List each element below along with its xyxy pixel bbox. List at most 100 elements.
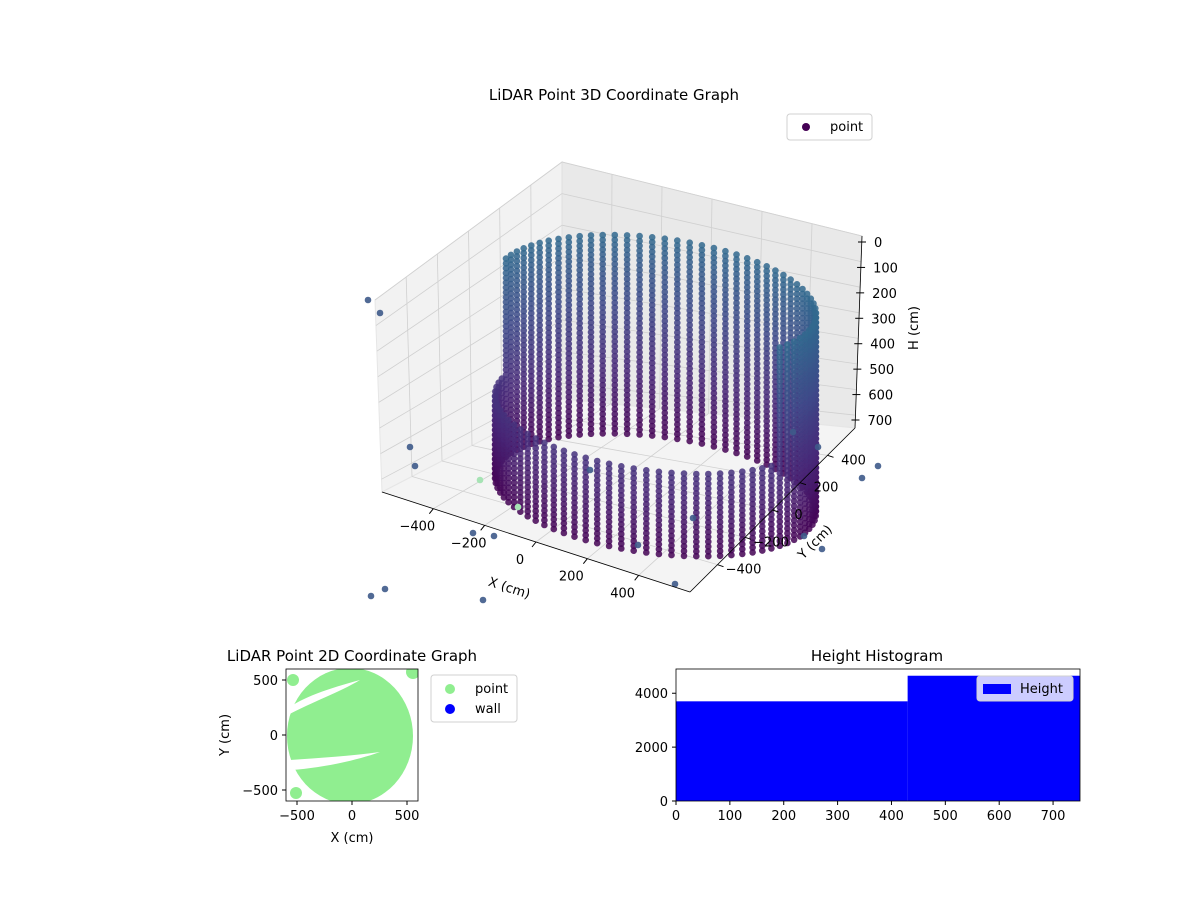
point-3d [680,504,688,511]
point-3d [630,494,637,501]
point-3d [587,416,595,423]
point-3d [661,390,669,397]
point-3d [599,314,606,321]
point-3d [743,405,751,412]
point-3d [743,284,751,291]
point-3d [763,277,770,285]
point-3d [763,359,770,367]
point-3d [555,269,562,277]
point-3d [753,404,761,411]
point-3d [528,363,535,370]
point-3d [733,352,740,360]
point-3d [801,335,809,343]
point-3d [643,471,650,479]
point-3d [576,252,583,259]
point-3d [799,324,806,332]
point-3d [753,350,761,358]
point-3d [753,389,761,397]
point-3d [784,539,791,547]
point-3d [520,322,527,330]
point-3d [763,379,770,386]
point-3d [796,494,804,502]
point-3d [733,290,740,297]
x-tick-label-2d: 0 [348,809,356,824]
point-3d [510,498,518,506]
point-3d [784,496,791,503]
point-3d [780,315,787,322]
point-3d [743,453,751,460]
point-3d [507,358,515,365]
point-3d [524,488,531,496]
point-3d [611,376,619,384]
point-3d [801,500,809,508]
point-3d [796,450,804,458]
point-3d [541,473,548,480]
point-3d [611,347,619,355]
point-3d [668,537,675,544]
point-3d [796,484,804,492]
point-3d [776,460,784,467]
point-3d [587,377,595,384]
point-3d [661,370,669,378]
point-3d [576,339,583,347]
point-3d [739,521,746,529]
point-3d [674,295,681,302]
point-3d [630,470,637,477]
point-3d [599,333,606,341]
point-3d [550,443,558,451]
point-3d [680,513,688,521]
point-3d [686,258,693,266]
point-3d [733,261,740,268]
point-3d [686,283,693,290]
point-3d [796,475,804,482]
point-3d [618,477,625,485]
point-3d [753,297,761,305]
point-3d [545,406,552,414]
point-3d [560,462,568,469]
point-3d [787,295,794,303]
point-3d [796,508,804,516]
point-3d [772,306,779,313]
point-3d [623,241,631,249]
point-3d [520,404,527,412]
point-3d [790,522,798,529]
point-3d [576,300,583,308]
point-3d [763,311,770,318]
point-3d [793,285,801,293]
point-3d [643,525,650,532]
point-3d [605,489,613,497]
point-3d [494,402,501,409]
point-3d [636,237,643,245]
point-3d [605,537,613,545]
point-3d [536,350,543,358]
point-3d [784,486,791,494]
point-3d [536,278,543,285]
point-3d [801,495,809,503]
point-3d [599,255,606,263]
point-3d [517,469,524,477]
point-3d [661,322,669,330]
point-3d [801,374,809,382]
point-3d [611,246,619,253]
point-3d [611,430,619,437]
point-3d [698,425,706,433]
point-3d [520,409,527,417]
point-3d [636,421,643,429]
point-3d [648,263,656,270]
point-3d [674,372,681,380]
point-3d [623,343,631,351]
point-3d [582,512,589,520]
point-3d [528,247,535,254]
point-3d [722,397,729,405]
point-3d [565,248,573,256]
point-3d [674,392,681,399]
point-3d [680,470,688,477]
point-3d [796,349,804,356]
point-3d [618,511,625,518]
point-3d [507,362,515,370]
point-3d [636,257,643,264]
point-3d [749,491,756,498]
grid-line [436,253,443,462]
point-3d [753,283,761,290]
point-3d [507,401,515,409]
